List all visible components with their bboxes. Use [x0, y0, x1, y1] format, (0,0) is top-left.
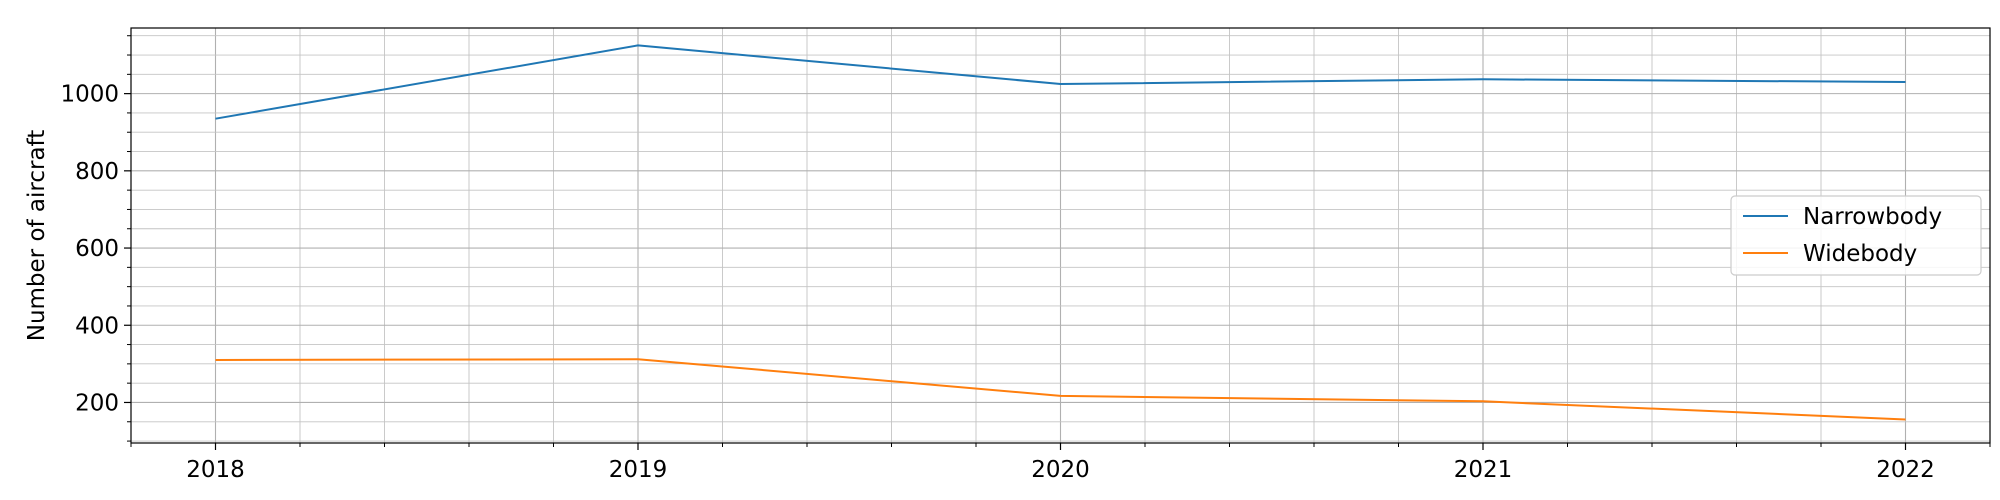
x-tick-label: 2021 — [1454, 457, 1513, 483]
y-tick-label: 800 — [75, 159, 119, 185]
y-tick-label: 1000 — [60, 82, 119, 108]
x-tick-label: 2019 — [609, 457, 668, 483]
y-axis-label: Number of aircraft — [24, 130, 50, 342]
series-lines — [215, 44, 1906, 421]
legend-label: Narrowbody — [1803, 204, 1942, 230]
series-line-narrowbody — [215, 44, 1906, 120]
x-tick-label: 2018 — [186, 457, 245, 483]
axis-ticks: 2018 2019 2020 2021 2022 200 400 600 800 1000 — [60, 35, 1991, 483]
y-tick-label: 400 — [75, 313, 119, 339]
grid — [130, 28, 1991, 443]
x-tick-label: 2020 — [1031, 457, 1090, 483]
series-line-widebody — [215, 358, 1906, 421]
legend-box — [1730, 195, 1982, 276]
y-tick-label: 200 — [75, 390, 119, 416]
legend: Narrowbody Widebody — [1730, 195, 1982, 276]
y-tick-label: 600 — [75, 236, 119, 262]
x-tick-label: 2022 — [1876, 457, 1935, 483]
legend-label: Widebody — [1803, 241, 1917, 267]
